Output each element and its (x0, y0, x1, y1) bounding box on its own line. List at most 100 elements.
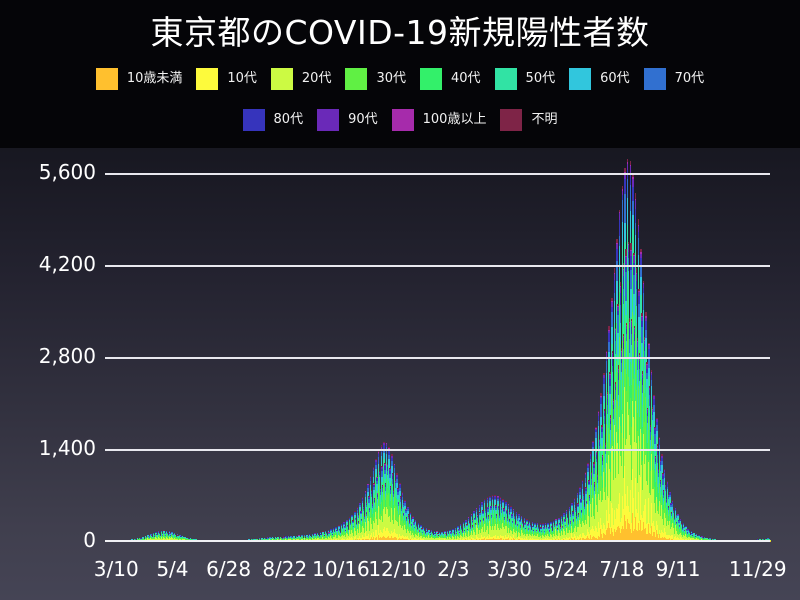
bar-segment (396, 490, 398, 498)
bar-segment (330, 529, 332, 530)
legend-item[interactable]: 50代 (494, 68, 555, 90)
bar-segment (324, 536, 326, 538)
bar-segment (418, 539, 420, 541)
bar-segment (422, 537, 424, 540)
bar-segment (426, 531, 428, 533)
bar-segment (398, 526, 400, 537)
bar-segment (385, 493, 388, 508)
bar-segment (411, 534, 413, 540)
bar-segment (362, 521, 365, 529)
bar-segment (353, 527, 355, 530)
bar-segment (435, 537, 437, 539)
bar-segment (147, 536, 149, 539)
bar-segment (407, 510, 409, 514)
bar-segment (346, 521, 348, 523)
bar-segment (392, 537, 394, 541)
bar-segment (277, 538, 279, 540)
bar-segment (404, 500, 406, 501)
bar-segment (412, 529, 414, 533)
bar-segment (434, 534, 436, 536)
bar-segment (302, 538, 305, 540)
bar-segment (393, 494, 396, 508)
bar-segment (419, 531, 421, 533)
bar-segment (150, 535, 152, 537)
bar-segment (359, 524, 361, 536)
bar-segment (340, 539, 343, 541)
bar-segment (176, 535, 178, 536)
bar-segment (368, 497, 370, 499)
bar-segment (422, 529, 425, 532)
bar-segment (379, 495, 382, 499)
bar-segment (299, 538, 301, 540)
bar-segment (352, 521, 354, 523)
bar-segment (332, 533, 335, 537)
bar-segment (347, 531, 350, 533)
bar-segment (391, 474, 393, 482)
bar-segment (350, 531, 352, 534)
bar-segment (347, 532, 350, 535)
bar-segment (365, 504, 367, 507)
legend-item[interactable]: 不明 (500, 109, 557, 131)
bar-segment (413, 522, 415, 523)
bar-segment (172, 537, 174, 539)
bar-segment (344, 539, 346, 541)
bar-segment (353, 526, 355, 528)
bar-segment (373, 484, 375, 486)
bar-segment (377, 451, 380, 453)
bar-segment (139, 538, 141, 540)
bar-segment (350, 533, 352, 537)
bar-segment (372, 468, 375, 470)
bar-column (390, 486, 392, 541)
bar-segment (327, 530, 330, 532)
bar-segment (428, 535, 430, 540)
bar-segment (370, 492, 373, 494)
bar-segment (343, 523, 345, 525)
legend-label: 60代 (600, 71, 630, 86)
bar-segment (379, 491, 382, 496)
bar-segment (435, 538, 437, 541)
bar-segment (165, 532, 168, 534)
y-axis-tick-label: 2,800 (38, 344, 96, 368)
bar-segment (152, 534, 155, 536)
bar-segment (392, 501, 395, 505)
bar-segment (348, 518, 351, 520)
bar-column (366, 511, 368, 541)
bar-segment (413, 534, 415, 539)
bar-segment (256, 539, 258, 540)
bar-segment (427, 536, 429, 538)
bar-segment (436, 532, 438, 533)
bar-segment (304, 537, 307, 539)
legend-item[interactable]: 90代 (317, 109, 378, 131)
bar-segment (368, 538, 370, 541)
bar-segment (395, 506, 398, 514)
bar-segment (320, 538, 322, 541)
bar-segment (389, 515, 391, 534)
legend-item[interactable]: 10歳未満 (95, 68, 182, 90)
legend-item[interactable]: 30代 (345, 68, 406, 90)
legend-item[interactable]: 70代 (643, 68, 704, 90)
bar-segment (426, 535, 428, 537)
legend-item[interactable]: 100歳以上 (391, 109, 486, 131)
bar-segment (414, 523, 417, 525)
legend-item[interactable]: 60代 (569, 68, 630, 90)
legend-item[interactable]: 20代 (270, 68, 331, 90)
bar-segment (359, 535, 361, 540)
legend-item[interactable]: 40代 (420, 68, 481, 90)
bar-segment (331, 539, 333, 541)
bar-segment (432, 536, 435, 538)
bar-segment (366, 513, 368, 517)
bar-segment (384, 527, 386, 537)
legend-item[interactable]: 10代 (196, 68, 257, 90)
bar-segment (172, 535, 174, 537)
bar-segment (376, 511, 378, 520)
bar-segment (346, 520, 348, 522)
bar-segment (155, 534, 157, 536)
legend-item[interactable]: 80代 (242, 109, 303, 131)
bar-segment (365, 509, 367, 517)
bar-segment (414, 528, 417, 534)
bar-segment (438, 539, 441, 541)
bar-segment (282, 538, 284, 539)
bar-segment (373, 483, 375, 485)
bar-segment (335, 529, 337, 532)
bar-segment (393, 463, 396, 465)
